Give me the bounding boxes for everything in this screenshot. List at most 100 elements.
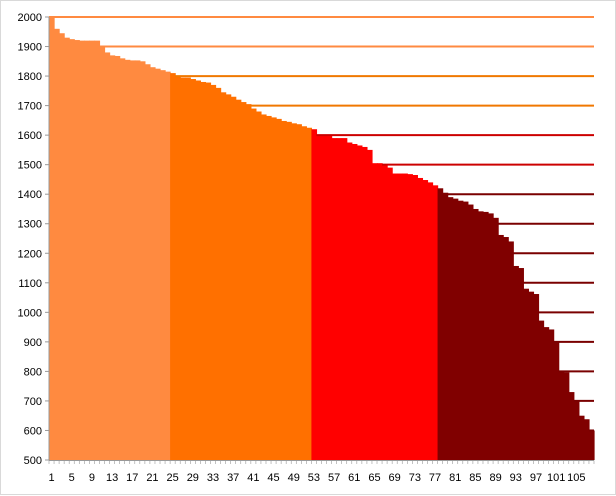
bar-99 <box>543 327 550 460</box>
bar-33 <box>210 84 217 461</box>
bar-78 <box>437 188 444 461</box>
y-tick-label: 1400 <box>18 189 42 201</box>
bar-67 <box>382 164 388 461</box>
bar-60 <box>346 142 353 460</box>
bar-92 <box>508 241 514 460</box>
bar-74 <box>417 177 424 460</box>
y-tick-label: 1100 <box>18 278 42 290</box>
x-tick-label: 101 <box>547 472 565 484</box>
bar-61 <box>351 143 358 461</box>
bar-79 <box>442 192 449 460</box>
bar-95 <box>523 288 529 460</box>
bar-93 <box>513 265 519 460</box>
bar-10 <box>94 40 101 460</box>
y-tick-label: 1700 <box>18 101 42 113</box>
y-tick-labels: 500 600 700 800 900 1000 1100 1200 1300 1400 1500 1… <box>18 12 49 467</box>
bar-70 <box>397 173 403 460</box>
bar-1 <box>49 17 55 460</box>
bar-20 <box>144 64 151 460</box>
bar-102 <box>558 371 565 460</box>
bar-31 <box>200 81 207 460</box>
bar-108 <box>588 430 595 460</box>
y-tick-label: 500 <box>24 455 42 467</box>
bar-18 <box>134 60 141 460</box>
bar-25 <box>170 73 176 461</box>
reference-lines <box>49 16 594 432</box>
bar-9 <box>89 40 96 460</box>
y-tick-label: 2000 <box>18 12 42 24</box>
bar-36 <box>225 94 232 460</box>
bar-16 <box>124 59 131 460</box>
x-tick-label: 13 <box>106 472 118 484</box>
bars-layer <box>49 17 595 461</box>
bar-54 <box>316 135 323 460</box>
bar-80 <box>447 197 454 460</box>
x-tick-label: 9 <box>89 472 95 484</box>
bar-72 <box>407 174 413 460</box>
x-tick-label: 93 <box>510 472 522 484</box>
bar-4 <box>64 37 70 461</box>
y-tick-label: 1800 <box>18 71 42 83</box>
bar-62 <box>356 145 363 460</box>
bar-58 <box>336 138 343 460</box>
bar-94 <box>518 268 524 460</box>
bar-3 <box>59 33 65 461</box>
x-tick-label: 21 <box>146 472 158 484</box>
bar-39 <box>240 102 247 460</box>
bar-76 <box>427 182 434 460</box>
bar-2 <box>54 28 60 461</box>
y-tick-label: 1500 <box>18 160 42 172</box>
bar-83 <box>462 201 469 460</box>
bar-12 <box>104 52 111 460</box>
bar-75 <box>422 180 429 460</box>
bar-15 <box>119 58 126 460</box>
y-tick-label: 1000 <box>18 307 42 319</box>
bar-17 <box>129 60 136 460</box>
bar-81 <box>452 198 459 460</box>
bar-73 <box>412 175 418 460</box>
bar-42 <box>255 111 262 460</box>
y-tick-label: 600 <box>24 425 42 437</box>
bar-43 <box>260 114 267 461</box>
bar-7 <box>79 40 85 460</box>
y-tick-label: 1200 <box>18 248 42 260</box>
bar-45 <box>271 117 277 460</box>
bar-104 <box>568 392 575 460</box>
bar-103 <box>563 372 570 460</box>
x-tick-label: 69 <box>389 472 401 484</box>
bar-98 <box>538 320 545 460</box>
bar-11 <box>99 46 106 460</box>
x-tick-label: 97 <box>530 472 542 484</box>
bar-101 <box>553 341 560 460</box>
bar-49 <box>291 123 297 460</box>
bar-65 <box>371 163 378 460</box>
bar-23 <box>160 70 166 460</box>
bar-26 <box>175 76 181 460</box>
bar-71 <box>402 173 408 460</box>
bar-105 <box>573 400 580 460</box>
bar-96 <box>528 291 535 460</box>
bar-89 <box>493 217 499 460</box>
x-tick-label: 37 <box>227 472 239 484</box>
bar-32 <box>205 82 212 460</box>
bar-82 <box>457 200 464 460</box>
bar-100 <box>548 329 555 460</box>
x-tick-label: 33 <box>207 472 219 484</box>
x-tick-label: 25 <box>167 472 179 484</box>
x-tick-label: 5 <box>69 472 75 484</box>
bar-84 <box>467 204 474 460</box>
bar-29 <box>190 79 196 461</box>
bar-53 <box>311 129 318 461</box>
x-tick-label: 53 <box>308 472 320 484</box>
bar-6 <box>74 40 80 460</box>
x-tick-label: 105 <box>567 472 585 484</box>
bar-5 <box>69 39 75 461</box>
x-tick-label: 41 <box>247 472 259 484</box>
y-tick-label: 700 <box>24 396 42 408</box>
x-tick-label: 65 <box>368 472 380 484</box>
bar-91 <box>503 237 509 460</box>
x-tick-labels: 1 5 9 13 17 21 25 29 33 37 41 45 49 53 57 61 65 69 73 77 81 8… <box>48 460 595 484</box>
bar-21 <box>149 67 156 461</box>
y-tick-label: 1600 <box>18 130 42 142</box>
